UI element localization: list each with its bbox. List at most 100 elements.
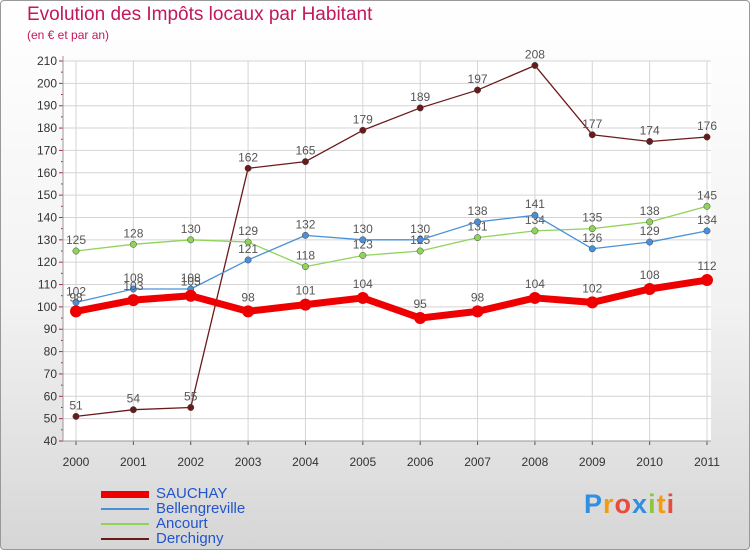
data-point <box>72 247 80 255</box>
data-point <box>588 131 596 139</box>
data-label: 103 <box>123 279 143 293</box>
brand-letter: t <box>656 489 667 519</box>
data-point <box>356 291 369 304</box>
data-point <box>703 227 711 235</box>
chart-title: Evolution des Impôts locaux par Habitant <box>27 4 373 25</box>
data-label: 165 <box>295 144 315 158</box>
data-label: 108 <box>181 271 201 285</box>
data-label: 128 <box>123 226 143 240</box>
data-point <box>588 245 596 253</box>
data-label: 98 <box>69 290 83 304</box>
data-point <box>242 305 255 318</box>
data-point <box>416 104 424 112</box>
data-label: 104 <box>353 277 373 291</box>
legend-label: SAUCHAY <box>156 485 228 502</box>
data-label: 55 <box>184 389 198 403</box>
data-point <box>474 86 481 94</box>
data-point <box>703 202 711 210</box>
y-tick-label: 210 <box>37 54 57 68</box>
y-tick-label: 110 <box>38 278 57 292</box>
data-point <box>588 225 596 233</box>
data-point <box>359 126 367 134</box>
y-tick-label: 60 <box>44 389 58 403</box>
y-tick-label: 80 <box>44 345 58 359</box>
data-point <box>474 234 481 242</box>
data-point <box>531 62 539 69</box>
data-label: 208 <box>525 47 545 61</box>
data-point <box>646 138 654 145</box>
data-point <box>302 263 309 271</box>
data-label: 138 <box>468 204 488 218</box>
data-label: 104 <box>525 277 545 291</box>
data-label: 95 <box>414 297 428 311</box>
y-tick-label: 190 <box>37 99 57 113</box>
x-tick-label: 2003 <box>235 455 262 469</box>
y-tick-label: 160 <box>37 166 57 180</box>
y-tick-label: 90 <box>44 322 58 336</box>
legend-swatch <box>101 523 149 525</box>
brand-letter: o <box>614 489 633 519</box>
legend-swatch <box>101 508 149 510</box>
data-label: 102 <box>582 281 602 295</box>
brand-letter: x <box>632 489 649 519</box>
data-point <box>129 406 137 414</box>
x-tick-label: 2002 <box>177 455 204 469</box>
data-label: 162 <box>238 150 258 164</box>
data-label: 145 <box>697 188 717 202</box>
data-label: 118 <box>296 249 315 263</box>
x-tick-label: 2005 <box>349 455 376 469</box>
data-label: 130 <box>353 222 373 236</box>
brand-letter: r <box>603 489 615 519</box>
data-point <box>129 240 137 248</box>
y-tick-label: 50 <box>44 412 58 426</box>
data-label: 112 <box>697 259 716 273</box>
x-tick-label: 2000 <box>63 455 90 469</box>
data-point <box>299 298 312 311</box>
data-point <box>359 252 367 259</box>
y-tick-label: 140 <box>37 210 57 224</box>
data-label: 123 <box>353 237 373 251</box>
y-tick-label: 100 <box>37 300 57 314</box>
legend-label: Bellengreville <box>156 500 246 517</box>
data-label: 108 <box>123 271 143 285</box>
data-label: 126 <box>582 231 602 245</box>
y-tick-label: 180 <box>37 121 57 135</box>
data-point <box>414 312 427 325</box>
legend-swatch <box>101 490 149 498</box>
data-point <box>474 218 481 226</box>
data-point <box>416 247 424 255</box>
series-line-sauchay <box>72 276 711 322</box>
data-point <box>302 158 309 166</box>
y-tick-label: 150 <box>37 188 57 202</box>
series-line-derchigny <box>75 64 708 418</box>
data-label: 177 <box>582 117 602 131</box>
data-label: 105 <box>181 275 201 289</box>
y-tick-label: 130 <box>37 233 57 247</box>
data-point <box>184 289 197 302</box>
x-tick-label: 2008 <box>522 455 549 469</box>
data-label: 130 <box>410 222 430 236</box>
x-tick-label: 2006 <box>407 455 434 469</box>
data-label: 130 <box>181 222 201 236</box>
data-point <box>646 218 654 226</box>
data-label: 125 <box>66 233 86 247</box>
data-label: 179 <box>353 112 373 126</box>
data-point <box>70 305 82 318</box>
series-line-bellengreville <box>75 214 708 304</box>
data-label: 132 <box>295 217 315 231</box>
series-line-ancourt <box>75 205 708 268</box>
x-tick-label: 2001 <box>120 455 147 469</box>
y-tick-label: 200 <box>37 76 57 90</box>
y-tick-label: 120 <box>37 255 57 269</box>
data-label: 51 <box>69 398 83 412</box>
data-point <box>244 256 252 264</box>
data-label: 134 <box>697 213 717 227</box>
data-point <box>703 133 711 141</box>
data-label: 129 <box>640 224 660 238</box>
y-tick-label: 170 <box>37 143 57 157</box>
data-label: 98 <box>471 290 485 304</box>
data-point <box>528 291 541 304</box>
data-label: 141 <box>525 197 545 211</box>
x-tick-label: 2004 <box>292 455 319 469</box>
